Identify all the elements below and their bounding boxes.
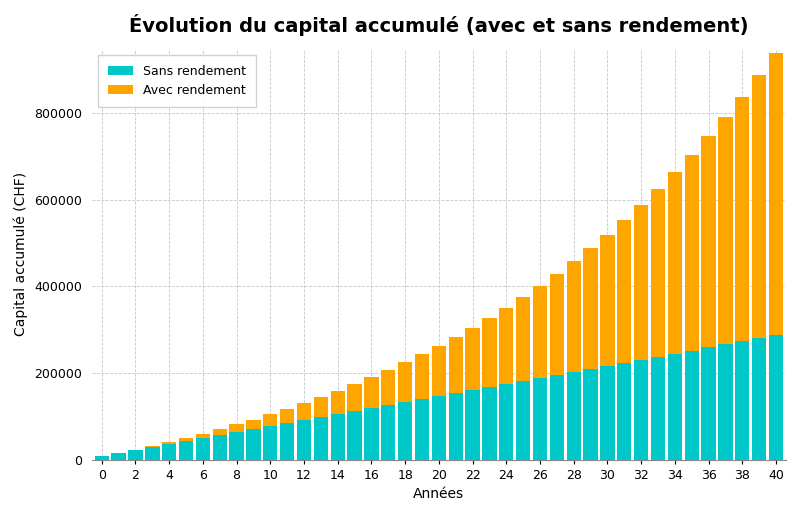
Bar xyxy=(111,454,126,459)
Bar xyxy=(617,220,631,363)
Bar xyxy=(280,409,294,423)
Bar xyxy=(533,286,547,378)
Y-axis label: Capital accumulé (CHF): Capital accumulé (CHF) xyxy=(14,172,28,336)
Bar xyxy=(128,451,142,459)
Bar xyxy=(685,155,699,351)
Bar xyxy=(415,399,429,459)
Bar xyxy=(499,384,514,459)
Bar xyxy=(364,377,378,408)
Bar xyxy=(466,328,480,390)
Bar xyxy=(718,345,733,459)
Bar xyxy=(230,432,244,459)
Bar xyxy=(381,370,395,405)
Bar xyxy=(280,423,294,459)
Bar xyxy=(162,444,176,459)
Bar xyxy=(179,441,194,459)
Bar xyxy=(634,205,648,359)
Bar xyxy=(415,354,429,399)
Bar xyxy=(668,173,682,353)
Bar xyxy=(533,378,547,459)
Bar xyxy=(617,363,631,459)
Bar xyxy=(246,429,261,459)
Bar xyxy=(600,366,614,459)
Bar xyxy=(263,426,278,459)
Bar xyxy=(752,75,766,338)
Bar xyxy=(196,434,210,438)
Bar xyxy=(347,411,362,459)
Bar xyxy=(398,363,412,402)
Bar xyxy=(432,346,446,396)
Bar xyxy=(246,420,261,429)
Bar xyxy=(566,372,581,459)
Bar xyxy=(583,369,598,459)
Bar xyxy=(702,348,716,459)
Bar xyxy=(381,405,395,459)
Bar xyxy=(718,117,733,345)
Bar xyxy=(769,53,783,335)
Bar xyxy=(566,262,581,372)
Bar xyxy=(482,387,497,459)
Bar xyxy=(162,442,176,444)
Bar xyxy=(330,414,345,459)
Bar xyxy=(735,341,750,459)
Bar xyxy=(263,415,278,426)
Bar xyxy=(482,318,497,387)
Bar xyxy=(735,97,750,341)
Bar xyxy=(583,248,598,369)
X-axis label: Années: Années xyxy=(414,487,465,501)
Bar xyxy=(685,351,699,459)
Bar xyxy=(128,450,142,451)
Bar xyxy=(668,353,682,459)
Bar xyxy=(213,435,227,459)
Bar xyxy=(432,396,446,459)
Title: Évolution du capital accumulé (avec et sans rendement): Évolution du capital accumulé (avec et s… xyxy=(129,14,749,36)
Bar xyxy=(499,308,514,384)
Bar xyxy=(550,274,564,375)
Bar xyxy=(516,381,530,459)
Bar xyxy=(145,446,159,448)
Bar xyxy=(364,408,378,459)
Bar xyxy=(145,448,159,459)
Bar xyxy=(297,420,311,459)
Bar xyxy=(398,402,412,459)
Bar xyxy=(702,136,716,348)
Bar xyxy=(347,384,362,411)
Bar xyxy=(769,335,783,459)
Bar xyxy=(196,438,210,459)
Bar xyxy=(651,356,665,459)
Bar xyxy=(651,189,665,356)
Bar xyxy=(179,438,194,441)
Bar xyxy=(600,234,614,366)
Bar xyxy=(550,375,564,459)
Bar xyxy=(516,297,530,381)
Bar xyxy=(230,424,244,432)
Bar xyxy=(297,403,311,420)
Bar xyxy=(449,393,463,459)
Legend: Sans rendement, Avec rendement: Sans rendement, Avec rendement xyxy=(98,55,256,107)
Bar xyxy=(94,456,109,459)
Bar xyxy=(752,338,766,459)
Bar xyxy=(449,337,463,393)
Bar xyxy=(314,417,328,459)
Bar xyxy=(466,390,480,459)
Bar xyxy=(213,429,227,435)
Bar xyxy=(314,397,328,417)
Bar xyxy=(634,359,648,459)
Bar xyxy=(330,391,345,414)
